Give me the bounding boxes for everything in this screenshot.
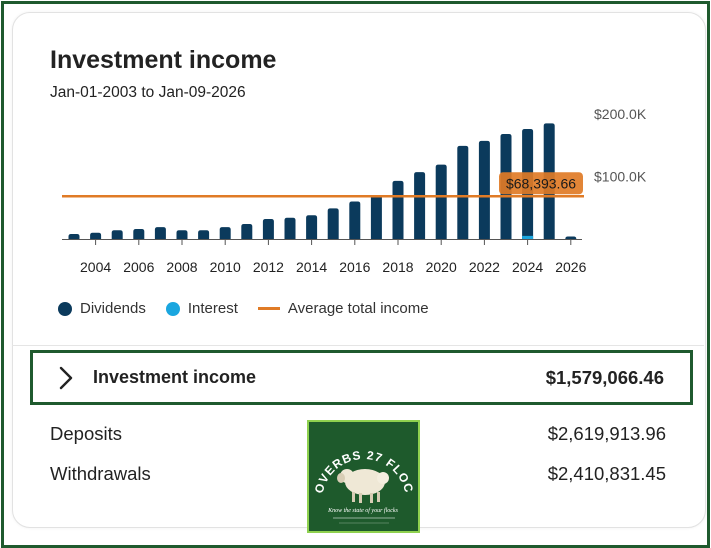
proverbs-27-flocks-logo: PROVERBS 27 FLOCKS Know the state of you… [307, 420, 420, 533]
y-tick-label-1: $200.0K [594, 106, 647, 122]
dividends-bar-2006 [133, 229, 145, 239]
dividends-swatch [58, 301, 72, 316]
investment-income-label: Investment income [93, 367, 257, 387]
dividends-bar-2019 [414, 172, 426, 239]
legend-average-label: Average total income [287, 300, 429, 317]
x-tick-label-2012: 2012 [253, 259, 284, 275]
dividends-bar-2003 [68, 234, 80, 239]
x-tick-label-2004: 2004 [80, 259, 111, 275]
dividends-bar-2010 [219, 227, 231, 239]
x-tick-label-2006: 2006 [123, 259, 154, 275]
average-label-text: $68,393.66 [506, 175, 576, 191]
dividends-bar-2022 [478, 140, 490, 239]
x-tick-label-2014: 2014 [296, 259, 327, 275]
investment-income-value: $1,579,066.46 [545, 366, 664, 388]
legend-dividends-label: Dividends [80, 300, 146, 317]
divider [12, 345, 704, 346]
x-tick-label-2008: 2008 [166, 259, 197, 275]
withdrawals-label: Withdrawals [50, 463, 151, 484]
interest-bar-2024 [522, 235, 534, 239]
deposits-value: $2,619,913.96 [547, 423, 666, 444]
x-tick-label-2024: 2024 [512, 259, 543, 275]
dividends-bar-2008 [176, 230, 188, 239]
dividends-bar-2005 [111, 230, 123, 239]
x-tick-label-2026: 2026 [555, 259, 586, 275]
dividends-bar-2021 [457, 145, 469, 239]
logo-tagline: Know the state of your flocks [327, 507, 398, 514]
dividends-bar-2016 [349, 201, 361, 239]
interest-swatch [165, 301, 180, 316]
card-title: Investment income [50, 46, 277, 74]
average-label-badge [499, 172, 583, 195]
chart-area: $100.0K $200.0K 2004 2006 2008 2010 2012 2014 20… [62, 106, 647, 275]
dividends-bar-2009 [198, 230, 210, 239]
dividends-bar-2004 [90, 232, 102, 239]
x-tick-label-2022: 2022 [469, 259, 500, 275]
y-tick-label-0: $100.0K [594, 169, 647, 185]
withdrawals-row: Withdrawals $2,410,831.45 [50, 463, 666, 485]
withdrawals-value: $2,410,831.45 [547, 463, 666, 484]
dividends-bar-2015 [327, 208, 339, 239]
dividends-bar-2007 [154, 227, 166, 239]
dividends-bar-2014 [306, 215, 318, 239]
investment-income-row[interactable]: Investment income $1,579,066.46 [30, 350, 693, 405]
x-tick-label-2016: 2016 [339, 259, 370, 275]
date-range: Jan-01-2003 to Jan-09-2026 [50, 84, 246, 101]
deposits-row: Deposits $2,619,913.96 [50, 423, 666, 445]
legend-interest-label: Interest [187, 300, 238, 317]
dividends-bar-2013 [284, 217, 296, 239]
x-tick-label-2010: 2010 [210, 259, 241, 275]
dividends-bar-2026 [565, 236, 577, 239]
income-bar-chart: $100.0K $200.0K 2004 2006 2008 2010 2012 2014 20… [62, 106, 647, 275]
dividends-bar-2020 [435, 164, 447, 239]
sheep-logo-graphic: PROVERBS 27 FLOCKS Know the state of you… [309, 422, 415, 524]
legend-average[interactable]: Average total income [257, 300, 429, 317]
average-swatch [257, 307, 280, 310]
dividends-bar-2017 [370, 195, 382, 239]
deposits-label: Deposits [50, 423, 122, 444]
x-tick-label-2020: 2020 [426, 259, 457, 275]
x-tick-label-2018: 2018 [382, 259, 413, 275]
dividends-bar-2012 [262, 219, 274, 239]
chart-legend: Dividends Interest Average total income [58, 300, 449, 317]
legend-dividends[interactable]: Dividends [58, 300, 146, 317]
legend-interest[interactable]: Interest [165, 300, 238, 317]
dividends-bar-2018 [392, 180, 404, 239]
dividends-bar-2011 [241, 224, 253, 239]
chevron-right-icon[interactable] [55, 363, 77, 393]
